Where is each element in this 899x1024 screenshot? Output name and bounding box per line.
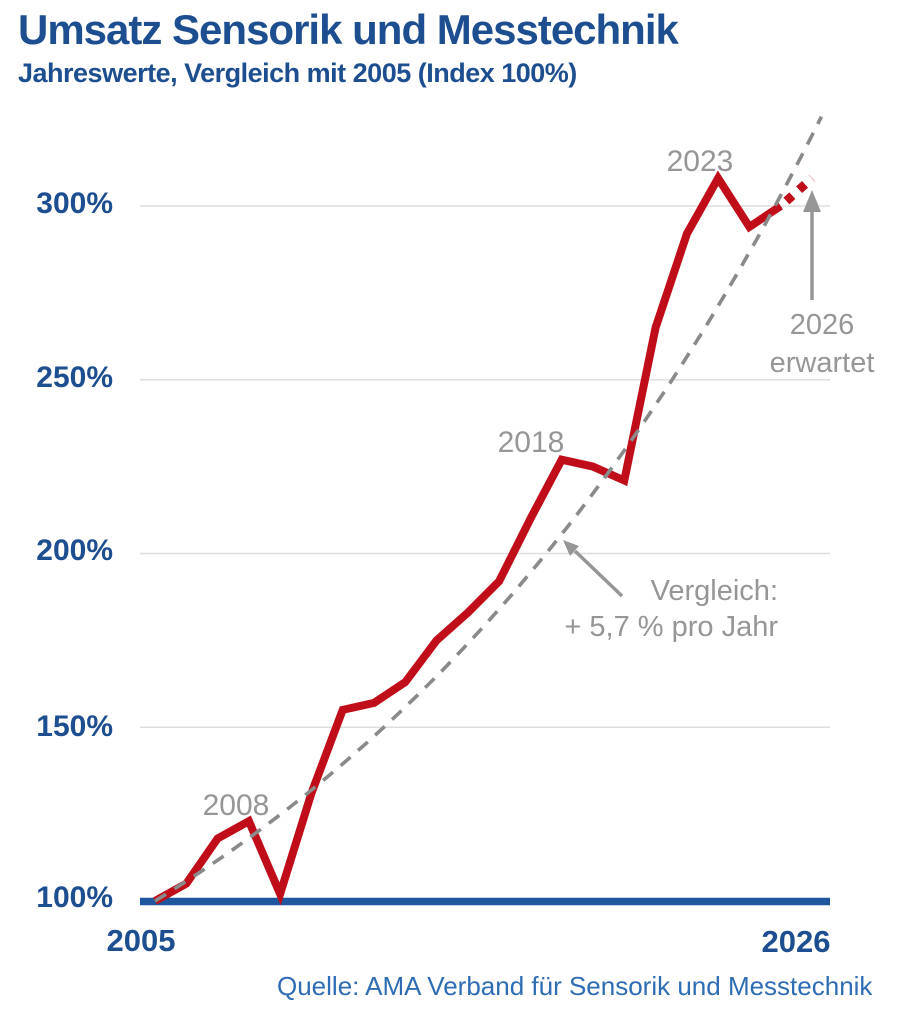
annotation-trend-comparison: Vergleich: + 5,7 % pro Jahr	[564, 573, 778, 645]
y-tick-300: 300%	[36, 187, 113, 220]
x-tick-2026: 2026	[761, 924, 831, 959]
gridlines	[140, 205, 830, 728]
annotation-2026-expected: 2026 erwartet	[770, 306, 875, 382]
annotation-trend-line1: Vergleich:	[650, 575, 778, 607]
annotation-2023: 2023	[666, 145, 734, 178]
trend-arrow-icon	[563, 540, 624, 598]
source-credit: Quelle: AMA Verband für Sensorik und Mes…	[277, 971, 873, 1001]
annotation-trend-line2: + 5,7 % pro Jahr	[564, 611, 778, 643]
annotation-2026-expected-line1: 2026	[789, 309, 855, 341]
expected-up-arrow-icon	[803, 190, 821, 300]
y-tick-200: 200%	[36, 534, 113, 567]
revenue-line	[153, 170, 783, 906]
revenue-dotted-forecast	[783, 174, 815, 205]
annotation-2026-expected-line2: erwartet	[769, 347, 875, 379]
x-tick-2005: 2005	[106, 923, 176, 958]
page-title: Umsatz Sensorik und Messtechnik	[18, 6, 679, 53]
annotation-2018: 2018	[497, 426, 565, 459]
y-tick-150: 150%	[36, 710, 113, 743]
annotation-2008: 2008	[202, 789, 270, 822]
page-subtitle: Jahreswerte, Vergleich mit 2005 (Index 1…	[18, 58, 577, 88]
y-tick-100: 100%	[36, 881, 113, 914]
trend-dashed-line	[154, 115, 824, 903]
y-tick-250: 250%	[36, 361, 113, 394]
